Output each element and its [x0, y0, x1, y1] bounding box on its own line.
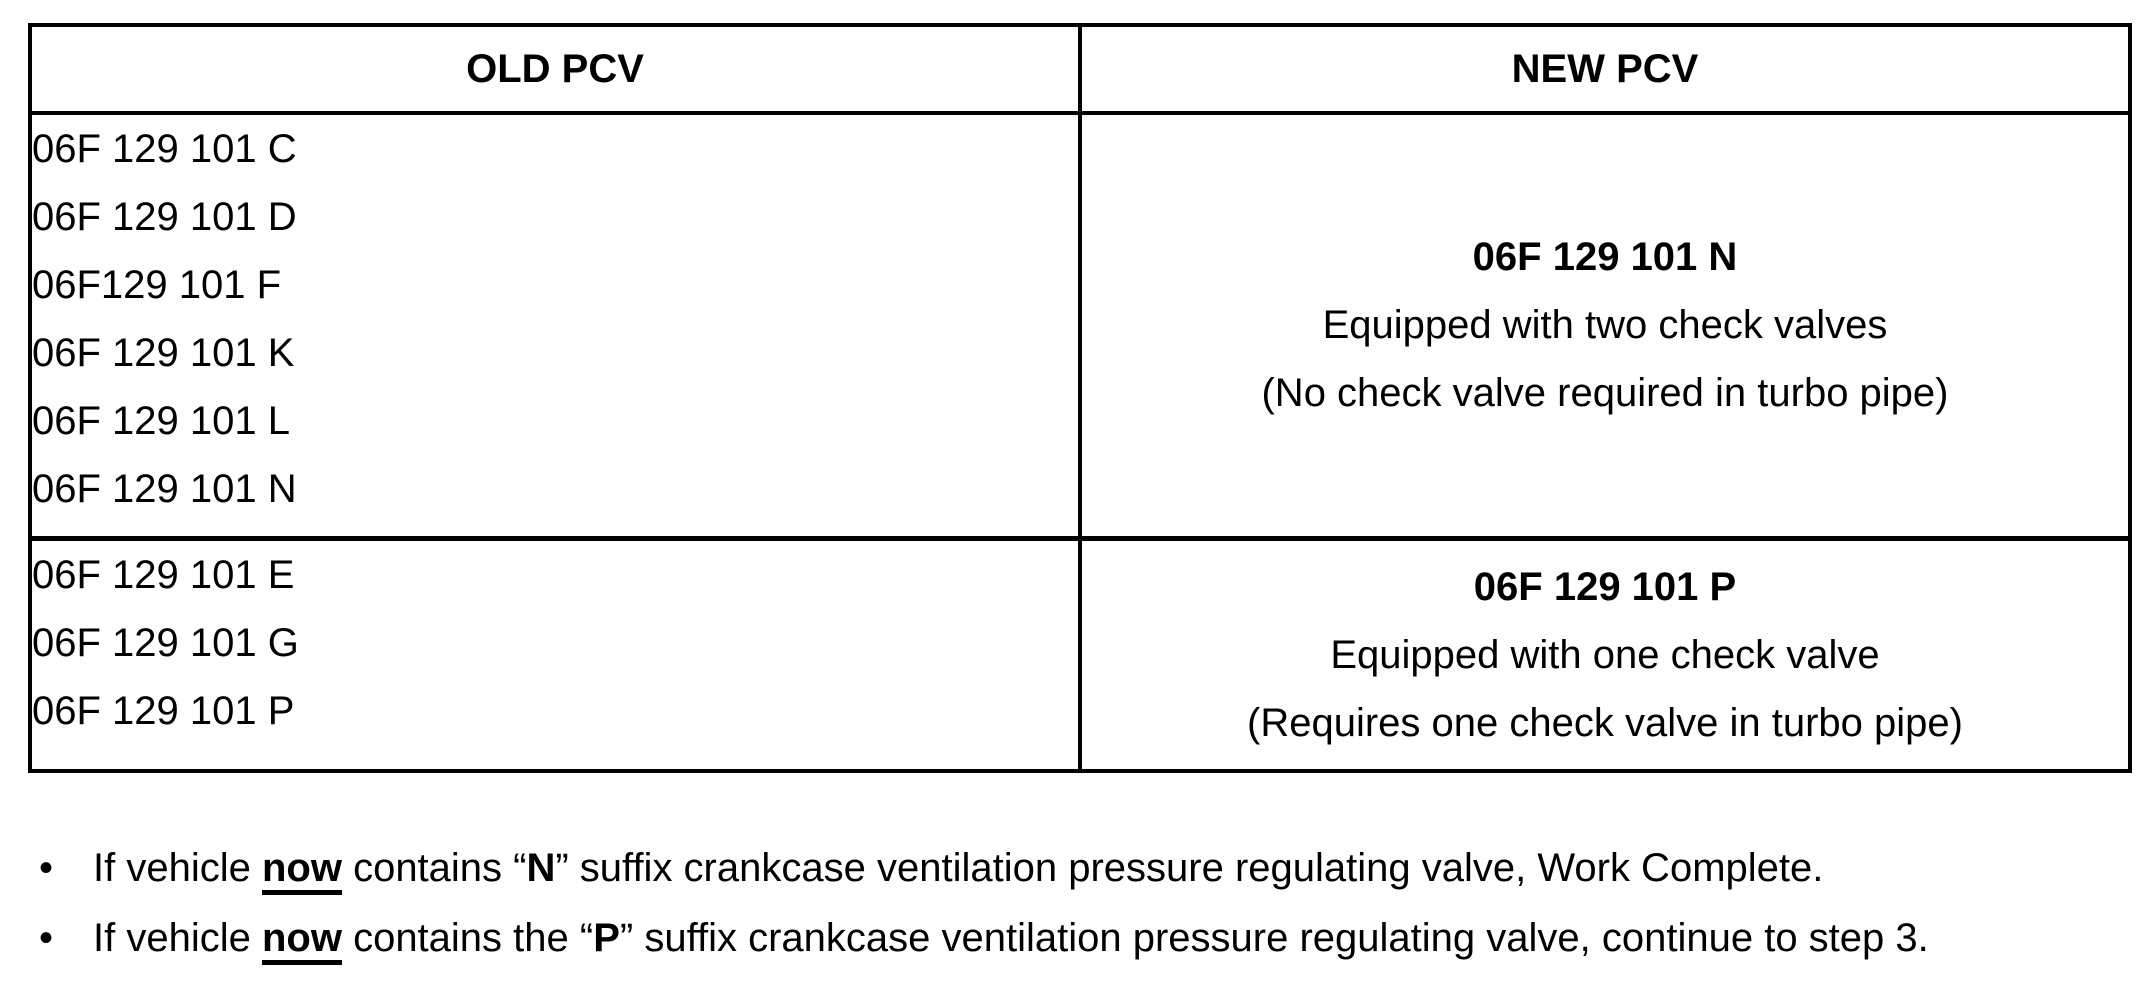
bullet-text-pre: If vehicle [93, 916, 262, 960]
bullet-text-pre: If vehicle [93, 846, 262, 890]
part-number: 06F 129 101 P [32, 688, 295, 733]
bullet-icon: • [39, 846, 54, 890]
bullet-text-mid: contains “ [341, 846, 527, 890]
part-number: 06F 129 101 G [32, 620, 299, 665]
old-parts-cell: 06F 129 101 C 06F 129 101 D 06F129 101 F… [28, 111, 1082, 540]
bullet-text-now: now [261, 916, 342, 965]
old-parts-cell: 06F 129 101 E 06F 129 101 G 06F 129 101 … [28, 535, 1082, 773]
bullet-suffix-letter: P [593, 916, 620, 960]
new-part-number: 06F 129 101 P [1473, 564, 1737, 609]
bullet-text-post: ” suffix crankcase ventilation pressure … [619, 916, 1929, 960]
new-part-note: (No check valve required in turbo pipe) [1261, 371, 1949, 416]
bullet-item-n-suffix: • If vehicle now contains “N” suffix cran… [28, 833, 2128, 903]
table-row: 06F 129 101 E 06F 129 101 G 06F 129 101 … [28, 535, 2132, 773]
bullet-list: • If vehicle now contains “N” suffix cran… [28, 833, 2128, 973]
part-number: 06F 129 101 D [32, 195, 297, 239]
new-part-description: Equipped with two check valves [1322, 303, 1888, 348]
new-part-number: 06F 129 101 N [1472, 235, 1738, 280]
bullet-icon: • [39, 916, 54, 960]
part-number: 06F129 101 F [32, 263, 282, 307]
new-pcv-cell: 06F 129 101 P Equipped with one check va… [1078, 535, 2132, 773]
new-part-description: Equipped with one check valve [1330, 632, 1880, 677]
table-header-row: OLD PCV NEW PCV [28, 23, 2132, 115]
table-row: 06F 129 101 C 06F 129 101 D 06F129 101 F… [28, 111, 2132, 540]
new-pcv-cell: 06F 129 101 N Equipped with two check va… [1078, 111, 2132, 540]
bullet-text-mid: contains the “ [341, 916, 594, 960]
part-number: 06F 129 101 C [32, 127, 297, 171]
pcv-comparison-table: OLD PCV NEW PCV 06F 129 101 C 06F 129 10… [28, 23, 2132, 773]
new-pcv-header: NEW PCV [1078, 23, 2132, 115]
bullet-text-now: now [261, 846, 342, 895]
part-number: 06F 129 101 N [32, 467, 297, 511]
part-number: 06F 129 101 E [32, 552, 295, 597]
document-body: OLD PCV NEW PCV 06F 129 101 C 06F 129 10… [28, 23, 2132, 973]
new-part-note: (Requires one check valve in turbo pipe) [1247, 700, 1963, 745]
bullet-suffix-letter: N [526, 846, 556, 890]
bullet-item-p-suffix: • If vehicle now contains the “P” suffix … [28, 903, 2128, 973]
part-number: 06F 129 101 K [32, 331, 295, 375]
old-pcv-header: OLD PCV [28, 23, 1082, 115]
bullet-text-post: ” suffix crankcase ventilation pressure … [555, 846, 1824, 890]
part-number: 06F 129 101 L [32, 399, 290, 443]
